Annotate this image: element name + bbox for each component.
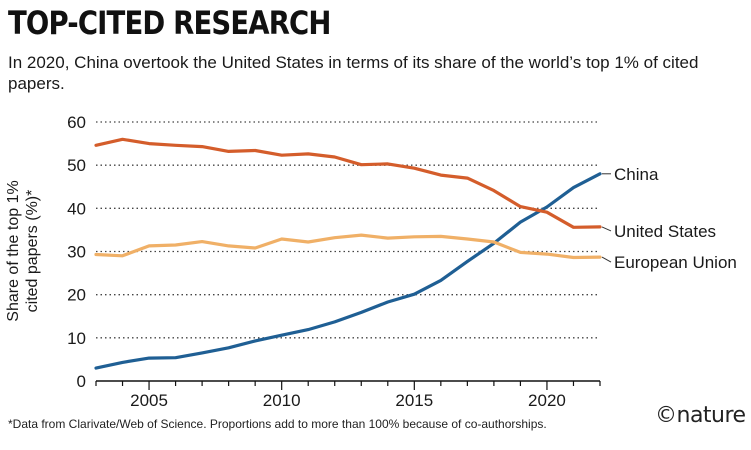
series-line-european-union xyxy=(94,233,602,260)
series-label: United States xyxy=(614,222,716,241)
chart-subtitle: In 2020, China overtook the United State… xyxy=(8,53,699,93)
x-tick-label: 2005 xyxy=(130,391,168,410)
series-line-china xyxy=(94,172,602,370)
y-tick-label: 50 xyxy=(67,156,86,175)
x-axis: 2005 2010 2015 2020 xyxy=(95,380,601,410)
series-line-united-states xyxy=(94,137,602,229)
label-leader xyxy=(601,256,612,263)
footnote: *Data from Clarivate/Web of Science. Pro… xyxy=(8,417,547,431)
y-tick-label: 30 xyxy=(67,243,86,262)
series-label: European Union xyxy=(614,253,737,272)
y-tick-label: 10 xyxy=(67,329,86,348)
x-tick-label: 2020 xyxy=(528,391,566,410)
chart-title: TOP-CITED RESEARCH xyxy=(8,4,331,42)
y-axis-ticks: 0 10 20 30 40 50 60 xyxy=(67,113,86,391)
series-label: China xyxy=(614,165,659,184)
y-axis-label-line-2: cited papers (%)* xyxy=(24,190,41,313)
gridlines xyxy=(96,121,600,339)
y-tick-label: 20 xyxy=(67,286,86,305)
y-tick-label: 40 xyxy=(67,199,86,218)
line-chart: 0 10 20 30 40 50 60 2005 2010 2015 2020 China Unit… xyxy=(5,113,737,410)
x-tick-label: 2015 xyxy=(395,391,433,410)
nature-logo: ©nature xyxy=(655,403,746,428)
label-leader xyxy=(601,226,612,232)
series-labels: China United States European Union xyxy=(601,165,737,272)
y-tick-label: 60 xyxy=(67,113,86,132)
y-tick-label: 0 xyxy=(77,372,86,391)
x-tick-label: 2010 xyxy=(263,391,301,410)
series-lines xyxy=(94,137,602,370)
y-axis-label-line-1: Share of the top 1% xyxy=(5,180,22,321)
